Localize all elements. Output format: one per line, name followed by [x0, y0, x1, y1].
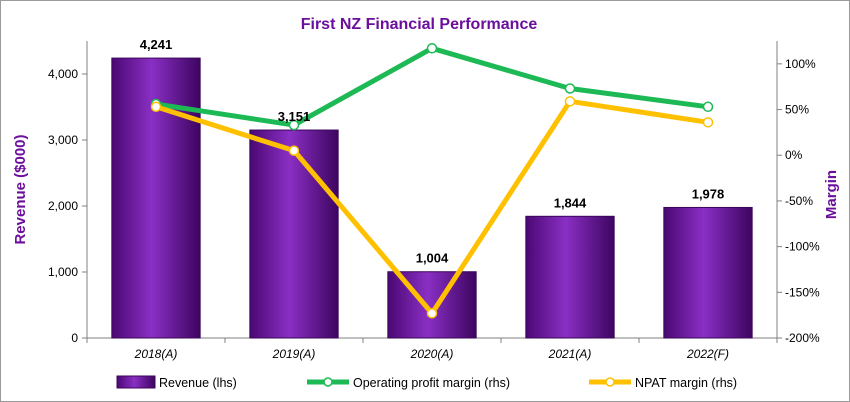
right-tick-label: 100% [785, 57, 816, 71]
legend-revenue-label: Revenue (lhs) [159, 376, 237, 390]
revenue-data-label: 3,151 [278, 109, 311, 124]
legend-npat-label: NPAT margin (rhs) [635, 376, 737, 390]
legend: Revenue (lhs) Operating profit margin (rh… [116, 375, 737, 390]
legend-operating-marker [323, 377, 333, 387]
right-tick-label: -100% [785, 240, 820, 254]
right-axis-title: Margin [823, 170, 840, 219]
revenue-data-label: 1,844 [554, 195, 587, 210]
left-tick-label: 4,000 [48, 67, 78, 81]
npat-margin-point [564, 96, 576, 107]
revenue-data-label: 4,241 [140, 37, 173, 52]
npat-margin-point [702, 117, 714, 128]
labels: 4,241 3,151 1,004 1,844 1,978 [140, 37, 725, 266]
npat-margin-point [288, 145, 300, 156]
left-tick-label: 1,000 [48, 265, 78, 279]
revenue-bar [387, 271, 477, 339]
left-tick-label: 3,000 [48, 133, 78, 147]
x-tick-label: 2019(A) [272, 347, 316, 361]
legend-npat-marker [605, 377, 615, 387]
chart-title: First NZ Financial Performance [301, 16, 538, 33]
npat-margin-point [426, 308, 438, 319]
right-tick-label: -50% [785, 194, 813, 208]
revenue-bar [249, 129, 339, 339]
right-tick-label: -150% [785, 285, 820, 299]
x-tick-label: 2020(A) [410, 347, 454, 361]
operating-margin-point [702, 101, 714, 113]
revenue-bar [525, 215, 615, 339]
x-tick-label: 2018(A) [134, 347, 178, 361]
right-tick-label: 50% [785, 103, 809, 117]
revenue-bar [663, 206, 753, 339]
operating-margin-point [288, 119, 300, 131]
legend-revenue-swatch [116, 375, 156, 389]
lines [150, 43, 714, 319]
operating-margin-point [564, 83, 576, 94]
left-tick-label: 0 [71, 331, 78, 345]
x-tick-label: 2021(A) [548, 347, 592, 361]
right-tick-label: -200% [785, 331, 820, 345]
left-axis-title: Revenue ($000) [12, 134, 29, 244]
operating-margin-line [155, 45, 709, 128]
operating-margin-point [426, 43, 438, 54]
axes: 0 1,000 2,000 3,000 4,000 -200% -150% -100% -50%… [12, 41, 840, 361]
x-tick-label: 2022(F) [686, 347, 729, 361]
left-tick-label: 2,000 [48, 199, 78, 213]
legend-operating-label: Operating profit margin (rhs) [353, 376, 510, 390]
revenue-data-label: 1,978 [692, 186, 725, 201]
bars [111, 57, 753, 339]
right-tick-label: 0% [785, 148, 803, 162]
revenue-data-label: 1,004 [416, 251, 449, 266]
npat-margin-point [150, 101, 162, 113]
